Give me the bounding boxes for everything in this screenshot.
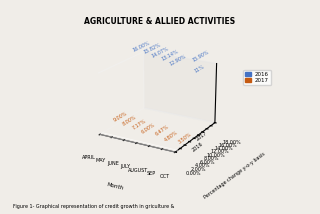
Legend: 2016, 2017: 2016, 2017 [244, 70, 271, 85]
Text: AGRICULTURE & ALLIED ACTIVITIES: AGRICULTURE & ALLIED ACTIVITIES [84, 17, 236, 26]
Text: Figure 1- Graphical representation of credit growth in griculture &: Figure 1- Graphical representation of cr… [13, 204, 174, 209]
X-axis label: Month: Month [106, 182, 124, 191]
Y-axis label: Percentage change y-o-y basis: Percentage change y-o-y basis [203, 151, 266, 200]
